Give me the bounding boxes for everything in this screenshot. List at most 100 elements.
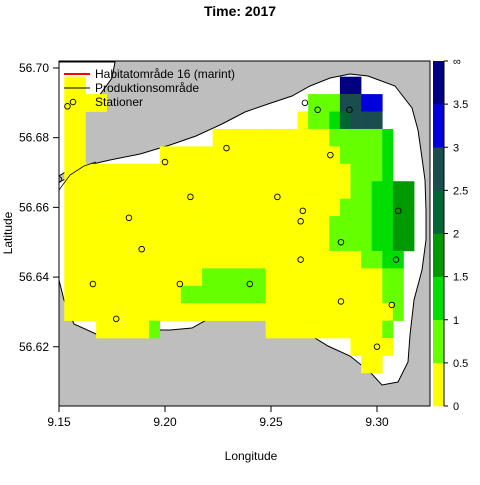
heatmap-cell bbox=[170, 198, 182, 217]
heatmap-cell bbox=[392, 285, 404, 304]
x-tick-label: 9.15 bbox=[47, 415, 71, 429]
station-marker bbox=[297, 218, 304, 225]
station-marker bbox=[337, 298, 345, 305]
heatmap-cell bbox=[276, 181, 288, 199]
heatmap-cell bbox=[64, 111, 76, 130]
heatmap-cell bbox=[170, 181, 182, 199]
station-marker bbox=[187, 193, 194, 201]
heatmap-cell bbox=[318, 128, 330, 147]
colorbar: 0 0.5 1 1.5 2 2.5 3 3.5 ∞ bbox=[433, 56, 468, 413]
station-markers bbox=[59, 99, 402, 351]
heatmap-cell bbox=[212, 216, 224, 234]
heatmap-cell bbox=[339, 233, 351, 252]
x-tick-label: 9.25 bbox=[259, 415, 283, 429]
heatmap-cell bbox=[233, 146, 245, 165]
heatmap-cell bbox=[392, 216, 404, 234]
heatmap-cell bbox=[244, 198, 256, 217]
heatmap-cell bbox=[233, 216, 245, 234]
heatmap-cell bbox=[339, 303, 351, 321]
heatmap-cell bbox=[382, 268, 394, 287]
heatmap-cell bbox=[212, 285, 224, 304]
heatmap-cell bbox=[127, 216, 139, 234]
heatmap-cell bbox=[233, 303, 245, 321]
heatmap-cell bbox=[339, 94, 351, 112]
heatmap-cell bbox=[371, 250, 383, 269]
heatmap-cell bbox=[255, 163, 266, 182]
heatmap-cell bbox=[96, 268, 107, 287]
map-area bbox=[59, 61, 430, 406]
heatmap-cell bbox=[74, 233, 86, 252]
colorbar-segment bbox=[433, 276, 444, 321]
station-marker bbox=[246, 280, 254, 288]
heatmap-cell bbox=[276, 285, 288, 304]
heatmap-cell bbox=[361, 198, 372, 217]
heatmap-cell bbox=[265, 181, 277, 199]
heatmap-cell bbox=[170, 303, 182, 321]
heatmap-cell bbox=[339, 250, 351, 269]
heatmap-cell bbox=[308, 303, 319, 321]
heatmap-cell bbox=[308, 94, 319, 112]
heatmap-cell bbox=[371, 216, 383, 234]
heatmap-cell bbox=[297, 233, 309, 252]
heatmap-cell bbox=[382, 216, 394, 234]
heatmap-cell bbox=[127, 198, 139, 217]
y-tick-label: 56.66 bbox=[19, 200, 49, 214]
heatmap-cell bbox=[96, 181, 107, 199]
heatmap-cell bbox=[180, 216, 192, 234]
heatmap-cell bbox=[318, 233, 330, 252]
heatmap-cell bbox=[212, 250, 224, 269]
x-axis: 9.15 9.20 9.25 9.30 bbox=[47, 406, 389, 429]
heatmap-cell bbox=[159, 268, 171, 287]
heatmap-cell bbox=[361, 111, 372, 130]
heatmap-cell bbox=[361, 285, 372, 304]
heatmap-cell bbox=[106, 198, 118, 217]
heatmap-cell bbox=[117, 198, 129, 217]
heatmap-cell bbox=[74, 198, 86, 217]
heatmap-cell bbox=[138, 285, 150, 304]
heatmap-cell bbox=[297, 250, 309, 269]
heatmap-cell bbox=[276, 320, 288, 339]
heatmap-cell bbox=[297, 320, 309, 339]
heatmap-cell bbox=[117, 285, 129, 304]
heatmap-cell bbox=[361, 268, 372, 287]
heatmap-cell bbox=[159, 198, 171, 217]
heatmap-cell bbox=[223, 163, 235, 182]
heatmap-cell bbox=[233, 268, 245, 287]
station-marker bbox=[373, 343, 381, 351]
heatmap-cell bbox=[276, 146, 288, 165]
heatmap-cell bbox=[138, 320, 150, 339]
heatmap-cell bbox=[159, 216, 171, 234]
heatmap-cell bbox=[170, 233, 182, 252]
heatmap-cell bbox=[329, 198, 341, 217]
heatmap-cell bbox=[212, 233, 224, 252]
heatmap-cell bbox=[339, 320, 351, 339]
station-marker bbox=[388, 301, 396, 309]
heatmap-cell bbox=[106, 233, 118, 252]
heatmap-cell bbox=[286, 285, 298, 304]
heatmap-cell bbox=[361, 94, 372, 112]
production-area-boundary bbox=[59, 161, 97, 191]
heatmap-cell bbox=[339, 181, 351, 199]
heatmap-cell bbox=[96, 216, 107, 234]
heatmap-cell bbox=[318, 198, 330, 217]
heatmap-cell bbox=[308, 163, 319, 182]
heatmap-cell bbox=[180, 250, 192, 269]
heatmap-cell bbox=[382, 303, 394, 321]
heatmap-cell bbox=[392, 233, 404, 252]
heatmap-cell bbox=[127, 285, 139, 304]
heatmap-cell bbox=[64, 181, 76, 199]
heatmap-cell bbox=[361, 303, 372, 321]
heatmap-cell bbox=[276, 128, 288, 147]
heatmap-cell bbox=[350, 128, 362, 147]
heatmap-cell bbox=[159, 285, 171, 304]
heatmap-cell bbox=[233, 198, 245, 217]
station-marker bbox=[314, 106, 321, 114]
heatmap-cell bbox=[106, 285, 118, 304]
colorbar-segment bbox=[433, 362, 444, 407]
heatmap-cell bbox=[159, 303, 171, 321]
heatmap-cell bbox=[361, 146, 372, 165]
heatmap-cell bbox=[297, 128, 309, 147]
heatmap-cell bbox=[329, 216, 341, 234]
heatmap-cell bbox=[202, 303, 213, 321]
